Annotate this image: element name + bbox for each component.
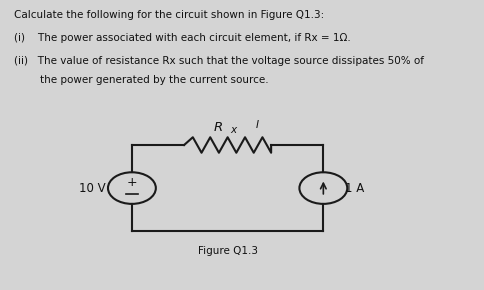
Text: Calculate the following for the circuit shown in Figure Q1.3:: Calculate the following for the circuit …	[15, 10, 325, 20]
Text: (ii)   The value of resistance Rx such that the voltage source dissipates 50% of: (ii) The value of resistance Rx such tha…	[15, 56, 424, 66]
Text: 10 V: 10 V	[78, 182, 105, 195]
Text: 1 A: 1 A	[345, 182, 364, 195]
Text: R: R	[213, 121, 223, 134]
Text: x: x	[231, 125, 237, 135]
Text: Figure Q1.3: Figure Q1.3	[197, 246, 257, 255]
Text: +: +	[127, 176, 137, 189]
Text: I: I	[256, 120, 259, 130]
Text: the power generated by the current source.: the power generated by the current sourc…	[15, 75, 269, 85]
Text: (i)    The power associated with each circuit element, if Rx = 1Ω.: (i) The power associated with each circu…	[15, 33, 351, 43]
